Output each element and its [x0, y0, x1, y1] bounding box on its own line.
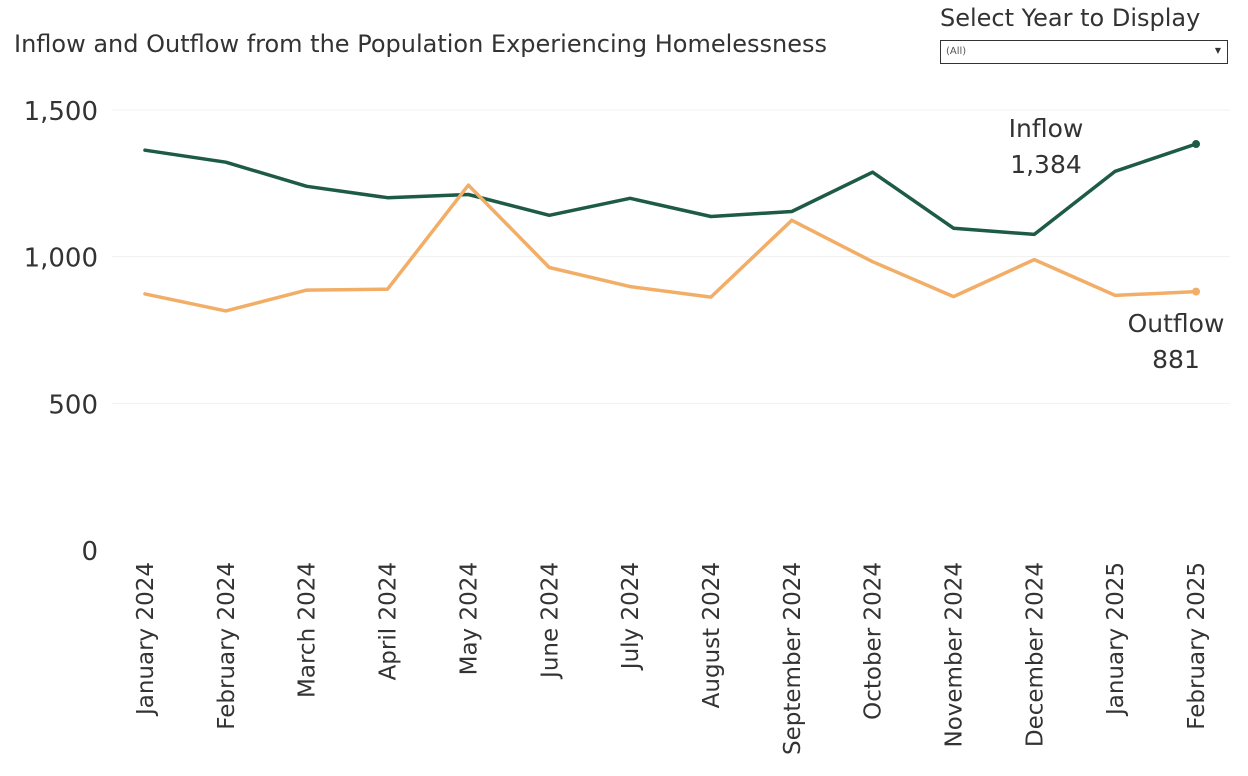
y-tick-label: 0	[81, 537, 98, 567]
x-tick-label: July 2024	[618, 562, 644, 671]
x-tick-label: October 2024	[861, 562, 887, 720]
chart-title: Inflow and Outflow from the Population E…	[14, 30, 828, 58]
x-tick-label: February 2024	[214, 562, 240, 730]
x-tick-label: February 2025	[1184, 562, 1210, 730]
x-tick-label: September 2024	[780, 562, 806, 755]
x-tick-label: May 2024	[456, 562, 482, 675]
y-tick-label: 1,500	[24, 97, 98, 127]
series-line-outflow	[143, 183, 1198, 313]
x-tick-label: March 2024	[295, 562, 321, 698]
y-tick-label: 500	[48, 390, 98, 420]
x-tick-label: April 2024	[376, 562, 402, 680]
series-end-label-inflow: Inflow	[1009, 114, 1084, 143]
chevron-down-icon: ▼	[1214, 46, 1221, 55]
x-tick-label: August 2024	[699, 562, 725, 708]
series-end-label-outflow: 881	[1152, 345, 1200, 374]
series-endpoint-outflow	[1192, 287, 1201, 296]
series-endpoint-inflow	[1192, 140, 1201, 149]
series-end-label-outflow: Outflow	[1128, 309, 1225, 338]
year-filter-dropdown[interactable]: (All) ▼	[940, 40, 1228, 64]
year-filter-value: (All)	[946, 46, 967, 57]
y-tick-label: 1,000	[24, 244, 98, 274]
year-filter-label: Select Year to Display	[940, 4, 1201, 32]
series-end-label-inflow: 1,384	[1010, 150, 1082, 179]
x-tick-label: January 2024	[133, 562, 159, 717]
x-tick-label: December 2024	[1022, 562, 1048, 747]
x-tick-label: November 2024	[942, 562, 968, 748]
x-tick-label: June 2024	[537, 562, 563, 680]
series-line-inflow	[143, 142, 1198, 237]
x-tick-label: January 2025	[1103, 562, 1129, 717]
